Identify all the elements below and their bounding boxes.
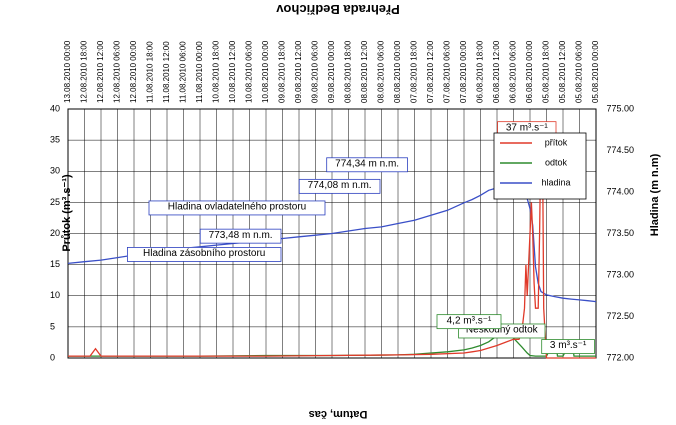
date-tick-label: 06.08.2010 06:00 — [509, 40, 518, 103]
date-tick-label: 10.08.2010 12:00 — [228, 40, 237, 103]
right-axis-ticks: 772.00 772.50 773.00 773.50 774.00 774.50 775.… — [606, 103, 634, 362]
date-tick-label: 06.08.2010 18:00 — [476, 40, 485, 103]
date-tick-label: 09.08.2010 06:00 — [311, 40, 320, 103]
annotation-box — [298, 178, 381, 194]
annotation-label: 4,2 m³.s⁻¹ — [447, 315, 492, 326]
right-axis-label: Hladina (m n.m) — [649, 153, 661, 236]
date-tick-label: 06.08.2010 00:00 — [525, 40, 534, 103]
annotation-label: 37 m³.s⁻¹ — [506, 122, 549, 133]
date-tick-label: 08.08.2010 00:00 — [393, 40, 402, 103]
annotation-box — [199, 228, 282, 244]
right-tick-label: 773.00 — [606, 269, 634, 279]
annotation-box — [126, 247, 282, 262]
annotation-box — [436, 314, 502, 330]
date-tick-label: 13.08.2010 00:00 — [63, 40, 72, 103]
left-axis-label: Průtok (m³.s⁻¹) — [61, 174, 73, 252]
date-tick-label: 12.08.2010 00:00 — [129, 40, 138, 103]
right-tick-label: 774.00 — [606, 186, 634, 196]
right-tick-label: 774.50 — [606, 145, 634, 155]
date-tick-label: 09.08.2010 18:00 — [278, 40, 287, 103]
date-tick-label: 09.08.2010 12:00 — [294, 40, 303, 103]
left-tick-label: 5 — [50, 321, 55, 331]
annotation-box — [541, 339, 595, 354]
date-tick-label: 12.08.2010 18:00 — [80, 40, 89, 103]
date-tick-label: 05.08.2010 12:00 — [558, 40, 567, 103]
date-tick-label: 12.08.2010 12:00 — [96, 40, 105, 103]
x-axis-label: Datum, čas — [309, 408, 368, 420]
left-tick-label: 15 — [50, 259, 60, 269]
date-tick-label: 10.08.2010 18:00 — [212, 40, 221, 103]
right-tick-label: 775.00 — [606, 103, 634, 113]
date-tick-label: 08.08.2010 18:00 — [344, 40, 353, 103]
left-tick-label: 25 — [50, 197, 60, 207]
date-tick-label: 11.08.2010 00:00 — [195, 41, 204, 103]
annotation-label: Neškodný odtok — [466, 325, 539, 336]
date-tick-label: 07.08.2010 06:00 — [443, 40, 452, 103]
left-axis-ticks: 0 5 10 15 20 25 30 35 40 — [50, 103, 60, 362]
annotation-box — [326, 157, 408, 173]
legend-box — [493, 132, 587, 200]
date-tick-label: 07.08.2010 00:00 — [459, 40, 468, 103]
chart-title: Přehrada Bedřichov — [275, 2, 399, 17]
date-tick-label: 05.08.2010 18:00 — [542, 40, 551, 103]
date-tick-label: 07.08.2010 12:00 — [426, 40, 435, 103]
left-tick-label: 40 — [50, 103, 60, 113]
date-tick-label: 10.08.2010 06:00 — [245, 40, 254, 103]
annotation-label: 773,48 m n.m. — [209, 230, 273, 241]
date-tick-label: 05.08.2010 00:00 — [591, 40, 600, 103]
left-tick-label: 20 — [50, 228, 60, 238]
annotation-label: Hladina ovladatelného prostoru — [168, 202, 306, 213]
date-tick-label: 11.08.2010 06:00 — [179, 41, 188, 103]
legend-label: hladina — [541, 177, 570, 187]
date-tick-label: 08.08.2010 12:00 — [360, 40, 369, 103]
date-tick-label: 06.08.2010 12:00 — [492, 40, 501, 103]
annotation-label: Hladina zásobního prostoru — [143, 248, 265, 259]
annotation-label: 774,08 m n.m. — [308, 180, 372, 191]
left-tick-label: 30 — [50, 166, 60, 176]
date-tick-label: 11.08.2010 18:00 — [146, 41, 155, 103]
left-tick-label: 0 — [50, 352, 55, 362]
date-tick-label: 07.08.2010 18:00 — [410, 40, 419, 103]
right-tick-label: 772.50 — [606, 311, 634, 321]
annotation-label: 774,34 m n.m. — [335, 158, 399, 169]
right-tick-label: 773.50 — [606, 228, 634, 238]
legend-label: přítok — [545, 137, 568, 147]
date-tick-label: 11.08.2010 12:00 — [162, 41, 171, 103]
annotation-label: 3 m³.s⁻¹ — [550, 340, 587, 351]
annotation-box — [148, 200, 326, 216]
x-axis-date-ticks: 05.08.2010 00:00 05.08.2010 06:00 05.08.20… — [63, 40, 600, 103]
left-tick-label: 10 — [50, 290, 60, 300]
left-tick-label: 35 — [50, 135, 60, 145]
series-line-přítok — [68, 127, 596, 359]
date-tick-label: 09.08.2010 00:00 — [327, 40, 336, 103]
date-tick-label: 08.08.2010 06:00 — [377, 40, 386, 103]
date-tick-label: 05.08.2010 06:00 — [575, 40, 584, 103]
legend-label: odtok — [545, 157, 568, 167]
right-tick-label: 772.00 — [606, 352, 634, 362]
legend: hladina odtok přítok — [493, 132, 587, 200]
date-tick-label: 12.08.2010 06:00 — [113, 40, 122, 103]
date-tick-label: 10.08.2010 00:00 — [261, 40, 270, 103]
